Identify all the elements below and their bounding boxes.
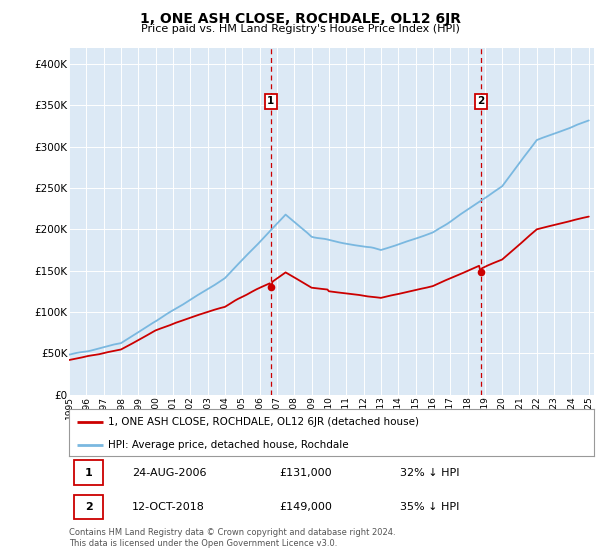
FancyBboxPatch shape — [74, 494, 103, 519]
Text: 1, ONE ASH CLOSE, ROCHDALE, OL12 6JR (detached house): 1, ONE ASH CLOSE, ROCHDALE, OL12 6JR (de… — [109, 417, 419, 427]
Text: HPI: Average price, detached house, Rochdale: HPI: Average price, detached house, Roch… — [109, 440, 349, 450]
Text: 1, ONE ASH CLOSE, ROCHDALE, OL12 6JR: 1, ONE ASH CLOSE, ROCHDALE, OL12 6JR — [139, 12, 461, 26]
Text: £149,000: £149,000 — [279, 502, 332, 512]
FancyBboxPatch shape — [74, 460, 103, 485]
Text: 2: 2 — [478, 96, 485, 106]
Text: Price paid vs. HM Land Registry's House Price Index (HPI): Price paid vs. HM Land Registry's House … — [140, 24, 460, 34]
Text: 1: 1 — [267, 96, 274, 106]
Text: Contains HM Land Registry data © Crown copyright and database right 2024.
This d: Contains HM Land Registry data © Crown c… — [69, 528, 395, 548]
Text: 12-OCT-2018: 12-OCT-2018 — [132, 502, 205, 512]
Text: 2: 2 — [85, 502, 92, 512]
Text: 35% ↓ HPI: 35% ↓ HPI — [400, 502, 459, 512]
Text: £131,000: £131,000 — [279, 468, 332, 478]
Text: 24-AUG-2006: 24-AUG-2006 — [132, 468, 206, 478]
Text: 1: 1 — [85, 468, 92, 478]
Text: 32% ↓ HPI: 32% ↓ HPI — [400, 468, 459, 478]
